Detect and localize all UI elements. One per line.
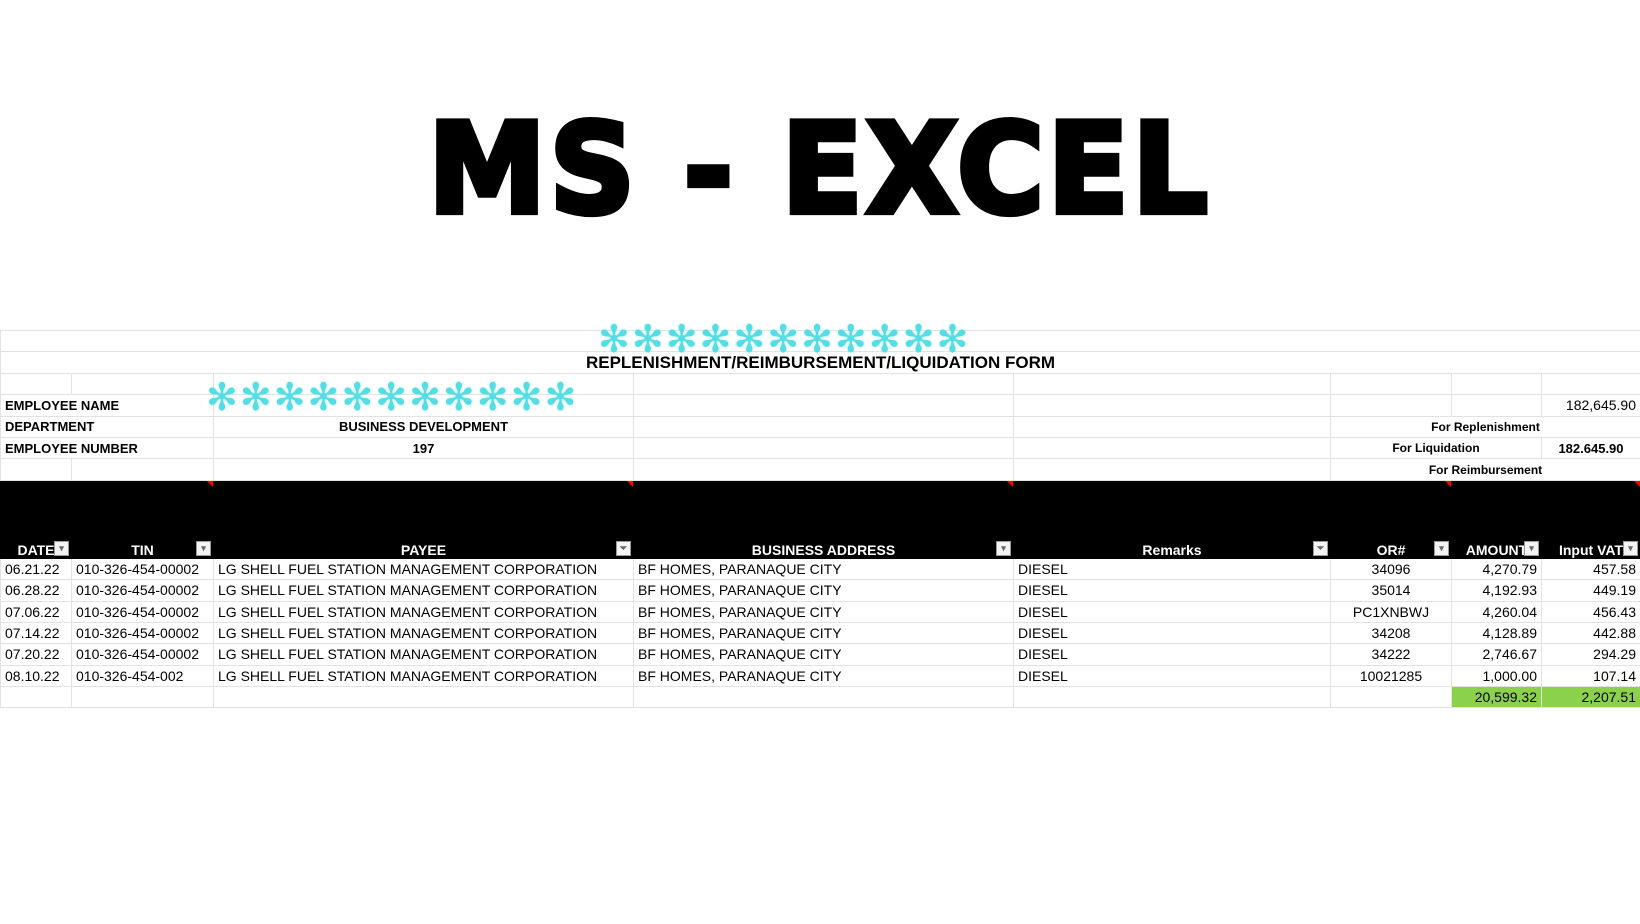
total-amount: 20,599.32 [1451,686,1542,709]
cell[interactable]: DIESEL [1013,643,1331,666]
comment-indicator-icon [1007,481,1013,487]
cell[interactable]: 4,192.93 [1451,579,1542,602]
table-row: 06.28.22 010-326-454-00002 LG SHELL FUEL S… [0,579,1640,602]
column-header-0: DATE ▾ [0,479,72,559]
comment-indicator-icon [627,481,633,487]
cell[interactable]: DIESEL [1013,600,1331,623]
page-title: MS - EXCEL [425,93,1212,244]
column-header-5: OR# ▾ [1330,479,1452,559]
comment-indicator-icon [1634,481,1640,487]
table-row: 07.06.22 010-326-454-00002 LG SHELL FUEL S… [0,600,1640,623]
cell[interactable]: DIESEL [1013,621,1331,645]
filter-dropdown-icon[interactable]: ▾ [196,540,211,556]
cell[interactable]: 07.14.22 [0,621,72,645]
spreadsheet: REPLENISHMENT/REIMBURSEMENT/LIQUIDATION … [0,329,1640,709]
cell[interactable]: 10021285 [1330,664,1452,688]
column-header-1: TIN ▾ [71,479,214,559]
cell[interactable]: 010-326-454-002 [71,664,214,688]
cell[interactable]: LG SHELL FUEL STATION MANAGEMENT CORPORA… [213,579,634,602]
cell[interactable]: 457.58 [1541,557,1640,581]
cell[interactable]: 010-326-454-00002 [71,621,214,645]
cell[interactable]: LG SHELL FUEL STATION MANAGEMENT CORPORA… [213,664,634,688]
column-header-6: AMOUNT ▾ [1451,479,1542,559]
cell[interactable]: DIESEL [1013,664,1331,688]
total-vat: 2,207.51 [1541,686,1640,709]
filter-active-icon[interactable]: ⏷ [1313,540,1328,556]
filter-dropdown-icon[interactable]: ▾ [54,540,69,556]
cell[interactable]: BF HOMES, PARANAQUE CITY [633,579,1014,602]
cell[interactable]: DIESEL [1013,557,1331,581]
employee-number-label: EMPLOYEE NUMBER [0,436,214,460]
cell[interactable]: 294.29 [1541,643,1640,666]
cell[interactable]: DIESEL [1013,579,1331,602]
cell[interactable]: BF HOMES, PARANAQUE CITY [633,557,1014,581]
cell[interactable]: BF HOMES, PARANAQUE CITY [633,621,1014,645]
cell[interactable]: 06.28.22 [0,579,72,602]
redaction-flowers-icon: ✻ ✻ ✻ ✻ ✻ ✻ ✻ ✻ ✻ ✻ ✻ [206,377,577,419]
cell[interactable]: BF HOMES, PARANAQUE CITY [633,643,1014,666]
cell[interactable]: LG SHELL FUEL STATION MANAGEMENT CORPORA… [213,621,634,645]
cell[interactable]: 34208 [1330,621,1452,645]
cell[interactable]: 442.88 [1541,621,1640,645]
cell[interactable]: 107.14 [1541,664,1640,688]
column-header-2: PAYEE ⏷ [213,479,634,559]
cell[interactable]: 35014 [1330,579,1452,602]
cell[interactable]: 4,128.89 [1451,621,1542,645]
cell[interactable]: PC1XNBWJ [1330,600,1452,623]
top-total: 182,645.90 [1541,394,1640,417]
cell[interactable]: LG SHELL FUEL STATION MANAGEMENT CORPORA… [213,557,634,581]
redaction-flowers-icon: ✻ ✻ ✻ ✻ ✻ ✻ ✻ ✻ ✻ ✻ ✻ [598,319,969,361]
employee-number-value[interactable]: 197 [213,436,634,460]
column-header-7: Input VAT ▾ [1541,479,1640,559]
filter-dropdown-icon[interactable]: ▾ [1434,540,1449,556]
cell[interactable]: 010-326-454-00002 [71,557,214,581]
cell[interactable]: 34096 [1330,557,1452,581]
cell[interactable]: 2,746.67 [1451,643,1542,666]
cell[interactable]: 010-326-454-00002 [71,579,214,602]
cell[interactable]: 4,260.04 [1451,600,1542,623]
cell[interactable]: 07.06.22 [0,600,72,623]
cell[interactable]: 34222 [1330,643,1452,666]
table-row: 07.20.22 010-326-454-00002 LG SHELL FUEL S… [0,643,1640,666]
cell[interactable]: 06.21.22 [0,557,72,581]
cell[interactable]: 010-326-454-00002 [71,643,214,666]
filter-dropdown-icon[interactable]: ▾ [996,540,1011,556]
filter-dropdown-icon[interactable]: ▾ [1623,540,1638,556]
cell[interactable]: 4,270.79 [1451,557,1542,581]
table-row: 08.10.22 010-326-454-002 LG SHELL FUEL STA… [0,664,1640,688]
table-row: 07.14.22 010-326-454-00002 LG SHELL FUEL S… [0,621,1640,645]
comment-indicator-icon [207,481,213,487]
column-header-4: Remarks ⏷ [1013,479,1331,559]
employee-name-label: EMPLOYEE NAME [0,394,214,417]
table-row: 06.21.22 010-326-454-00002 LG SHELL FUEL S… [0,557,1640,581]
cell[interactable]: 449.19 [1541,579,1640,602]
cell[interactable]: 07.20.22 [0,643,72,666]
for-liquidation: For Liquidation [1330,436,1542,460]
for-replenishment: For Replenishment [1330,415,1640,438]
cell[interactable]: LG SHELL FUEL STATION MANAGEMENT CORPORA… [213,643,634,666]
cell[interactable]: 010-326-454-00002 [71,600,214,623]
department-value[interactable]: BUSINESS DEVELOPMENT [213,415,634,438]
filter-dropdown-icon[interactable]: ▾ [1524,540,1539,556]
comment-indicator-icon [1445,481,1451,487]
filter-active-icon[interactable]: ⏷ [616,540,631,556]
liquidation-value: 182.645.90 [1541,436,1640,460]
cell[interactable]: 1,000.00 [1451,664,1542,688]
cell[interactable]: BF HOMES, PARANAQUE CITY [633,600,1014,623]
cell[interactable]: 456.43 [1541,600,1640,623]
for-reimbursement: For Reimbursement [1330,458,1640,481]
department-label: DEPARTMENT [0,415,214,438]
cell[interactable]: BF HOMES, PARANAQUE CITY [633,664,1014,688]
cell[interactable]: LG SHELL FUEL STATION MANAGEMENT CORPORA… [213,600,634,623]
cell[interactable]: 08.10.22 [0,664,72,688]
column-header-3: BUSINESS ADDRESS ▾ [633,479,1014,559]
